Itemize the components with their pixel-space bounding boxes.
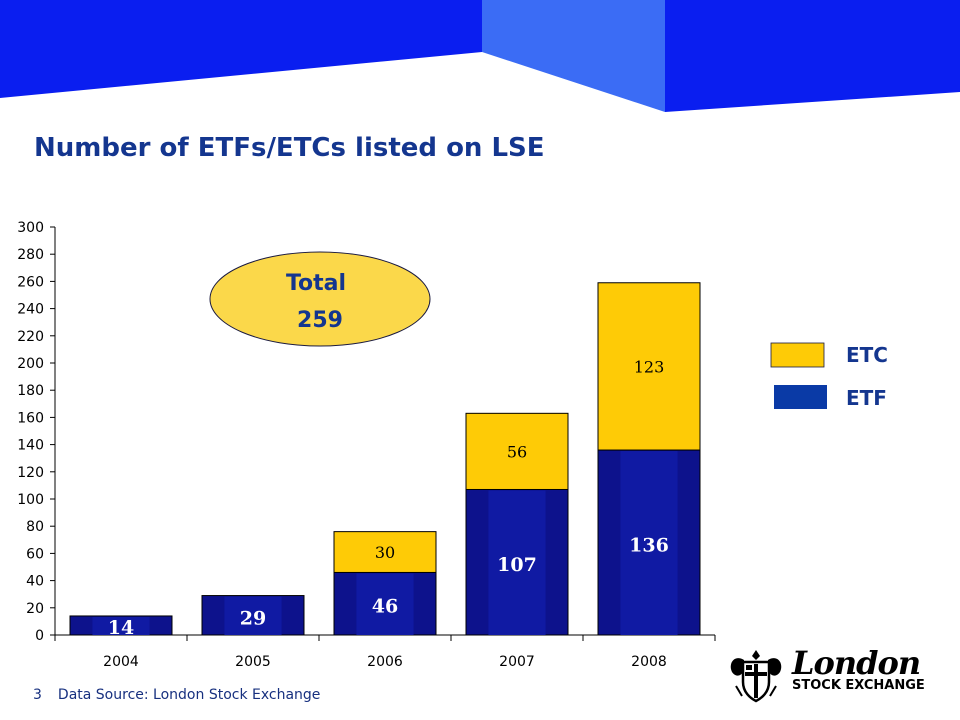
data-label-etc-2006: 30 bbox=[375, 543, 395, 562]
bar-etf-shade-2004 bbox=[92, 616, 150, 635]
x-tick-label: 2004 bbox=[103, 654, 139, 670]
logo-wordmark-stock-exchange: STOCK EXCHANGE bbox=[792, 678, 925, 693]
x-tick-label: 2005 bbox=[235, 654, 271, 670]
y-tick-label: 140 bbox=[17, 438, 44, 454]
data-label-etc-2007: 56 bbox=[507, 442, 527, 461]
y-tick-label: 60 bbox=[26, 546, 44, 562]
banner-right-band bbox=[665, 0, 960, 112]
legend-swatch-etc bbox=[770, 342, 825, 368]
y-tick-label: 120 bbox=[17, 465, 44, 481]
bar-etf-shade-2005 bbox=[224, 596, 282, 635]
x-tick-label: 2007 bbox=[499, 654, 535, 670]
data-source-note: Data Source: London Stock Exchange bbox=[57, 687, 321, 703]
total-callout-label: Total bbox=[286, 271, 346, 296]
data-label-etf-2006: 46 bbox=[372, 596, 398, 618]
bar-etc-2006 bbox=[333, 531, 437, 573]
crest-icon bbox=[730, 650, 782, 703]
y-tick-label: 180 bbox=[17, 383, 44, 399]
bar-etf-shade-2006 bbox=[356, 573, 414, 635]
y-tick-label: 260 bbox=[17, 274, 44, 290]
y-tick-label: 200 bbox=[17, 356, 44, 372]
data-label-etf-2004: 14 bbox=[108, 617, 134, 639]
y-tick-labels: 0 20 40 60 80 100 120 140 160 180 200 220 240 260 280 3… bbox=[17, 220, 44, 644]
y-tick-label: 0 bbox=[35, 628, 44, 644]
legend-label-etf: ETF bbox=[846, 386, 887, 410]
y-tick-label: 240 bbox=[17, 302, 44, 318]
x-tick-label: 2008 bbox=[631, 654, 667, 670]
footer: 3 Data Source: London Stock Exchange bbox=[33, 687, 320, 703]
bar-etf-shade-2008 bbox=[620, 451, 678, 635]
lse-logo: London STOCK EXCHANGE bbox=[726, 644, 936, 706]
legend-label-etc: ETC bbox=[846, 343, 888, 367]
banner-middle-band bbox=[482, 0, 665, 112]
chart-legend: ETC ETF bbox=[770, 342, 888, 410]
total-callout-bubble bbox=[209, 251, 431, 347]
data-label-etc-2008: 123 bbox=[634, 357, 665, 376]
legend-swatch-etf bbox=[774, 385, 827, 409]
y-tick-label: 20 bbox=[26, 601, 44, 617]
data-label-etf-2007: 107 bbox=[497, 554, 537, 576]
y-tick-label: 220 bbox=[17, 329, 44, 345]
page-title: Number of ETFs/ETCs listed on LSE bbox=[34, 133, 545, 163]
bar-etf-shade-2007 bbox=[488, 490, 546, 635]
y-tick-label: 280 bbox=[17, 247, 44, 263]
y-tick-label: 300 bbox=[17, 220, 44, 236]
y-tick-label: 40 bbox=[26, 574, 44, 590]
x-tick-labels: 2004 2005 2006 2007 2008 bbox=[103, 654, 667, 670]
x-tick-label: 2006 bbox=[367, 654, 403, 670]
page-number: 3 bbox=[33, 687, 42, 703]
data-label-etf-2008: 136 bbox=[629, 535, 669, 557]
y-tick-label: 80 bbox=[26, 519, 44, 535]
total-callout: Total 259 bbox=[209, 251, 431, 347]
stacked-bar-chart: 14 29 46 30 107 56 136 123 0 20 40 60 80 100 120 140 16… bbox=[17, 220, 888, 670]
header-banner bbox=[0, 0, 960, 112]
data-label-etf-2005: 29 bbox=[240, 607, 266, 629]
chart-bars: 14 29 46 30 107 56 136 123 bbox=[69, 282, 701, 639]
bar-etc-2008 bbox=[597, 282, 701, 451]
banner-left-band bbox=[0, 0, 482, 98]
total-callout-value: 259 bbox=[297, 308, 343, 333]
bar-etc-2007 bbox=[465, 412, 569, 490]
logo-wordmark-london: London bbox=[792, 644, 921, 682]
y-tick-label: 160 bbox=[17, 410, 44, 426]
y-tick-label: 100 bbox=[17, 492, 44, 508]
